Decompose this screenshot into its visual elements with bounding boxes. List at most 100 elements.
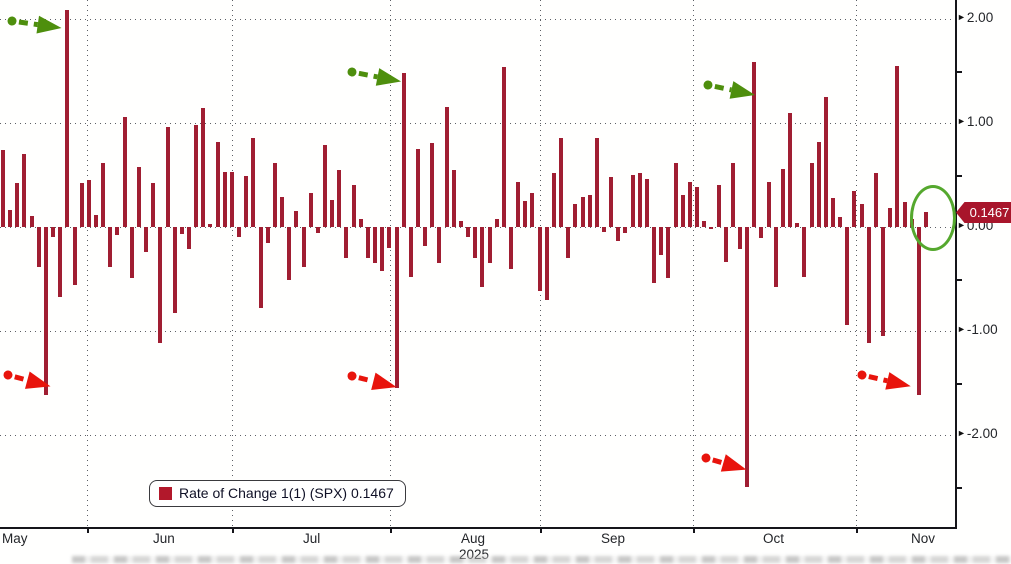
bar xyxy=(358,218,363,227)
bar xyxy=(280,196,285,227)
bar xyxy=(444,107,449,227)
month-label: Jul xyxy=(303,531,321,546)
bar xyxy=(659,227,664,256)
x-axis-line xyxy=(0,527,957,529)
bar xyxy=(301,227,306,267)
x-tick xyxy=(856,527,858,533)
bar xyxy=(258,227,263,309)
bar xyxy=(759,227,764,239)
month-label: May xyxy=(2,531,28,546)
bar xyxy=(845,227,850,325)
x-tick xyxy=(390,527,392,533)
bar xyxy=(237,227,242,238)
last-value-badge: 0.1467 xyxy=(956,202,1011,223)
bar xyxy=(265,227,270,243)
highlight-ellipse xyxy=(910,185,956,251)
bar xyxy=(187,227,192,249)
bar xyxy=(830,197,835,227)
bar xyxy=(144,227,149,252)
bar xyxy=(809,162,814,227)
h-gridline xyxy=(0,123,955,124)
bar xyxy=(752,61,757,227)
bar xyxy=(451,169,456,227)
bar xyxy=(322,144,327,227)
bar xyxy=(380,227,385,271)
month-label: Aug xyxy=(461,531,486,546)
bar xyxy=(337,169,342,227)
bar xyxy=(58,227,63,297)
bar xyxy=(466,227,471,238)
tick-arrow-icon: ► xyxy=(957,12,966,22)
bar xyxy=(122,116,127,227)
legend-label: Rate of Change 1(1) (SPX) 0.1467 xyxy=(179,485,394,501)
x-tick xyxy=(693,527,695,533)
y-tick-label: ► -2.00 xyxy=(957,426,998,441)
bar xyxy=(730,162,735,227)
bar xyxy=(136,166,141,227)
bar xyxy=(108,227,113,267)
watermark-strip xyxy=(72,556,1011,563)
bar xyxy=(687,182,692,227)
bar xyxy=(29,215,34,227)
bar xyxy=(680,194,685,227)
red-arrow-annotation xyxy=(3,370,51,389)
bar xyxy=(702,220,707,227)
bar xyxy=(623,227,628,234)
x-tick xyxy=(540,527,542,533)
tick-arrow-icon: ► xyxy=(957,324,966,334)
bar xyxy=(387,227,392,248)
bar xyxy=(580,196,585,227)
legend-swatch-icon xyxy=(159,486,172,500)
bar xyxy=(516,182,521,227)
bar xyxy=(881,227,886,337)
bar xyxy=(72,227,77,286)
bar xyxy=(551,172,556,227)
bar xyxy=(101,162,106,227)
bar xyxy=(129,227,134,278)
bar xyxy=(594,137,599,227)
bar xyxy=(330,199,335,227)
bar xyxy=(158,227,163,344)
bar xyxy=(473,227,478,259)
bar xyxy=(244,176,249,227)
bar xyxy=(86,180,91,227)
bar xyxy=(816,141,821,227)
bar xyxy=(423,227,428,246)
y-tick-label: ► -1.00 xyxy=(957,322,998,337)
bar xyxy=(94,214,98,227)
month-label: Oct xyxy=(763,531,785,546)
bar xyxy=(401,73,406,227)
bar xyxy=(194,125,199,227)
bar xyxy=(344,227,349,259)
bar xyxy=(823,97,828,227)
bar xyxy=(229,171,234,227)
bar xyxy=(723,227,728,263)
y-axis-line xyxy=(955,0,957,529)
bar xyxy=(151,183,156,227)
bar xyxy=(351,185,356,227)
bar xyxy=(8,210,13,227)
red-arrow-annotation xyxy=(857,370,911,390)
bar xyxy=(458,220,463,227)
bar xyxy=(373,227,378,264)
red-arrow-annotation xyxy=(701,453,747,472)
bar xyxy=(480,227,485,288)
bar xyxy=(916,227,921,396)
bar xyxy=(15,183,20,227)
bar xyxy=(666,227,671,278)
bar xyxy=(315,227,320,234)
bar xyxy=(215,141,220,227)
bar xyxy=(51,227,56,238)
v-gridline xyxy=(232,0,233,527)
h-gridline xyxy=(0,19,955,20)
bar xyxy=(902,202,907,227)
bar xyxy=(637,172,642,227)
month-label: Sep xyxy=(601,531,626,546)
y-minor-tick xyxy=(955,71,962,73)
bar xyxy=(709,227,714,230)
y-tick-label: ► 2.00 xyxy=(957,10,994,25)
y-minor-tick xyxy=(955,383,962,385)
bar xyxy=(523,201,528,227)
green-arrow-annotation xyxy=(703,80,755,99)
